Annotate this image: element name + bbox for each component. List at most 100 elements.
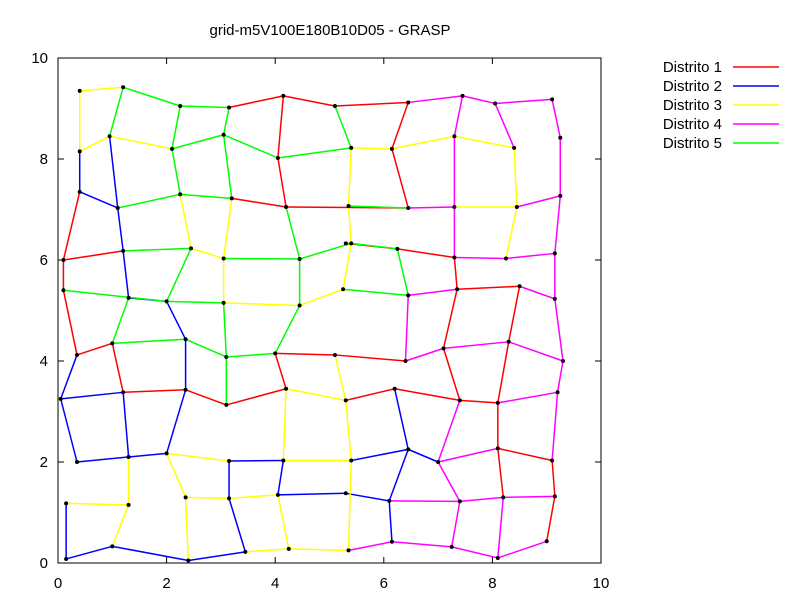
- vertex-18: [284, 386, 289, 391]
- legend: Distrito 1 Distrito 2 Distrito 3 Distrito 4…: [663, 59, 779, 152]
- edge-distrito-5-4: [108, 87, 124, 137]
- edge-distrito-3-6: [222, 198, 233, 259]
- vertex-38: [77, 149, 82, 154]
- edge-distrito-1-8: [334, 101, 409, 107]
- edge-distrito-4-19: [497, 391, 558, 404]
- vertex-19: [273, 351, 278, 356]
- y-tick-label-1: 2: [40, 454, 48, 471]
- x-tick-label-0: 0: [54, 575, 62, 592]
- vertex-61: [349, 458, 354, 463]
- edge-distrito-3-25: [185, 496, 230, 500]
- vertex-15: [121, 390, 126, 395]
- edge-distrito-3-8: [223, 302, 300, 307]
- edge-distrito-1-30: [497, 341, 510, 404]
- vertex-25: [517, 284, 522, 289]
- edge-distrito-5-31: [348, 205, 409, 209]
- edge-distrito-2-10: [122, 392, 130, 458]
- vertex-12: [61, 288, 66, 293]
- edge-distrito-4-9: [408, 206, 455, 209]
- vertex-17: [224, 402, 229, 407]
- edge-distrito-1-29: [459, 399, 498, 404]
- edge-distrito-4-27: [437, 461, 461, 502]
- vertex-11: [121, 248, 126, 253]
- edge-distrito-1-6: [391, 148, 409, 209]
- vertex-95: [495, 555, 500, 560]
- vertex-58: [387, 498, 392, 503]
- vertex-48: [64, 501, 69, 506]
- edge-distrito-4-1: [462, 95, 496, 105]
- edge-distrito-1-23: [457, 285, 520, 291]
- edge-distrito-4-29: [459, 496, 504, 503]
- edge-distrito-2-29: [407, 448, 439, 463]
- edge-distrito-4-5: [516, 195, 561, 208]
- vertex-66: [178, 192, 183, 197]
- edge-distrito-5-17: [274, 305, 301, 354]
- edge-distrito-3-2: [79, 135, 110, 153]
- x-tick-label-4: 8: [488, 575, 496, 592]
- edge-distrito-1-22: [453, 257, 458, 290]
- edge-distrito-1-14: [111, 343, 124, 393]
- edge-distrito-5-2: [222, 107, 230, 135]
- y-tick-label-2: 4: [40, 353, 48, 370]
- vertex-96: [449, 544, 454, 549]
- x-tick-label-1: 2: [162, 575, 170, 592]
- vertex-93: [406, 293, 411, 298]
- edge-distrito-3-3: [109, 135, 173, 150]
- vertex-45: [126, 454, 131, 459]
- edge-distrito-1-25: [442, 289, 458, 349]
- edge-distrito-3-16: [513, 147, 518, 208]
- edge-distrito-2-22: [277, 460, 285, 495]
- y-axis: 0 2 4 6 8 10: [31, 50, 601, 572]
- vertex-47: [75, 460, 80, 464]
- vertex-26: [343, 241, 348, 246]
- vertex-33: [495, 446, 500, 451]
- edge-distrito-1-4: [231, 197, 287, 208]
- vertex-13: [75, 352, 80, 357]
- edge-distrito-5-14: [223, 257, 300, 260]
- edge-distrito-2-23: [277, 492, 346, 496]
- vertex-42: [164, 299, 169, 304]
- vertex-83: [126, 502, 131, 507]
- edge-distrito-3-15: [454, 135, 515, 149]
- vertex-98: [221, 132, 226, 137]
- edge-distrito-4-36: [451, 546, 499, 559]
- edge-distrito-3-23: [277, 494, 290, 550]
- vertex-41: [126, 295, 131, 300]
- district-edges: [59, 86, 564, 562]
- edge-distrito-2-12: [59, 398, 78, 463]
- legend-label-distrito-1: Distrito 1: [663, 59, 722, 76]
- edge-distrito-5-22: [166, 300, 224, 304]
- vertex-29: [392, 386, 397, 391]
- edge-distrito-2-13: [76, 456, 129, 463]
- edge-distrito-1-27: [394, 388, 460, 402]
- edge-distrito-2-2: [108, 136, 119, 209]
- vertex-3: [275, 155, 280, 160]
- vertex-6: [406, 205, 411, 210]
- vertex-72: [349, 241, 354, 246]
- edge-distrito-4-23: [404, 295, 409, 362]
- vertex-80: [346, 548, 351, 553]
- edge-distrito-2-6: [165, 301, 187, 340]
- vertex-40: [107, 134, 112, 139]
- edge-distrito-3-24: [228, 494, 278, 500]
- edge-distrito-1-36: [545, 496, 556, 542]
- vertex-30: [343, 398, 348, 403]
- vertex-49: [64, 556, 69, 561]
- edge-distrito-1-13: [76, 342, 113, 356]
- vertex-50: [110, 544, 115, 549]
- edge-distrito-1-33: [497, 447, 553, 462]
- vertex-67: [189, 246, 194, 251]
- edge-distrito-4-21: [443, 341, 509, 350]
- y-tick-label-4: 8: [40, 151, 48, 168]
- edge-distrito-4-35: [497, 540, 547, 559]
- edge-distrito-5-23: [165, 248, 192, 302]
- edge-distrito-1-1: [228, 95, 284, 109]
- vertex-81: [286, 546, 291, 551]
- edge-distrito-2-8: [165, 389, 187, 454]
- vertex-57: [343, 491, 348, 496]
- edge-distrito-5-28: [351, 242, 398, 250]
- edge-distrito-2-14: [60, 354, 78, 400]
- edge-distrito-4-31: [497, 497, 505, 559]
- vertex-24: [455, 287, 460, 292]
- vertex-53: [227, 496, 232, 501]
